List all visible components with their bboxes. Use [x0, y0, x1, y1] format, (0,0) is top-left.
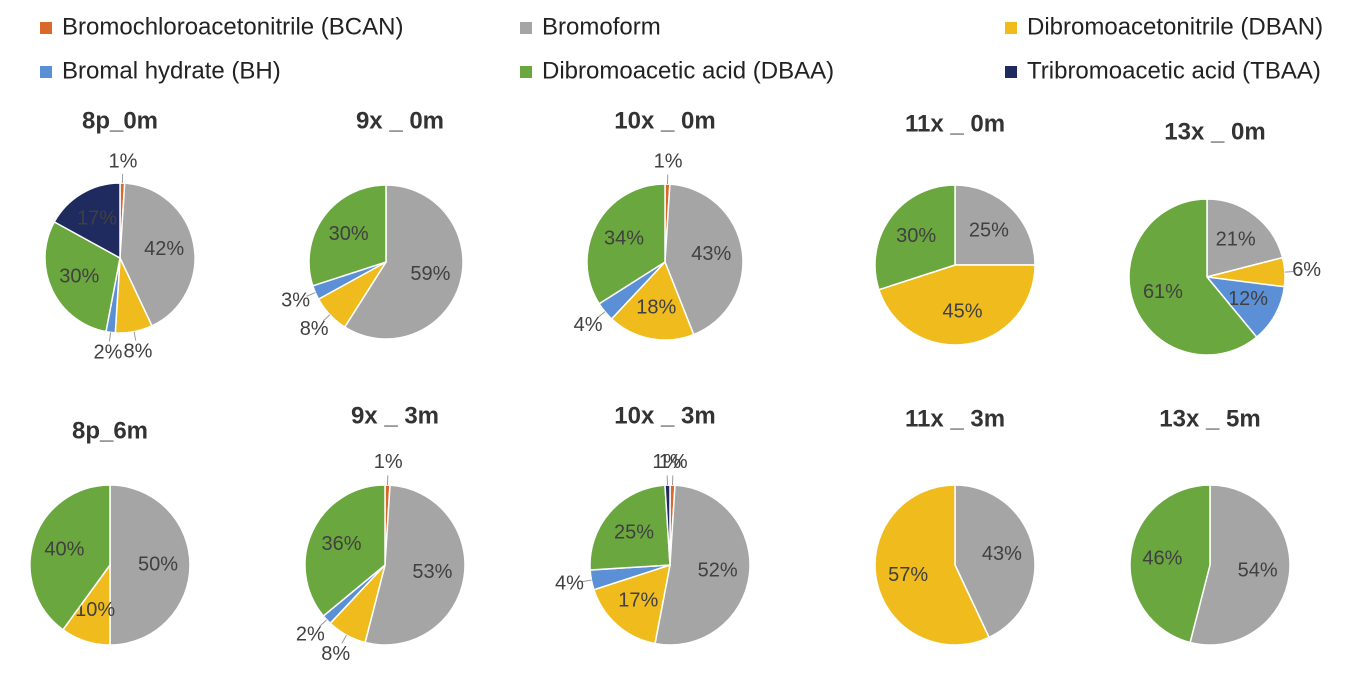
pie-title: 13x _ 5m	[1159, 405, 1260, 432]
data-label: 2%	[94, 342, 123, 364]
data-label: 34%	[604, 228, 644, 250]
legend-swatch	[520, 66, 532, 78]
data-label: 2%	[296, 623, 325, 645]
leader-line	[306, 292, 316, 297]
data-label: 18%	[636, 296, 676, 318]
pie-title: 13x _ 0m	[1164, 118, 1265, 145]
data-label: 54%	[1238, 559, 1278, 581]
pie-slice	[119, 182, 196, 327]
data-label: 59%	[410, 263, 450, 285]
data-label: 61%	[1143, 281, 1183, 303]
leader-line	[341, 634, 347, 644]
data-label: 45%	[942, 301, 982, 323]
legend-label: Bromal hydrate (BH)	[62, 57, 281, 84]
leader-line	[1284, 271, 1295, 273]
leader-line	[597, 311, 606, 319]
pie-title: 10x _ 3m	[614, 402, 715, 429]
data-label: 4%	[574, 314, 603, 336]
data-label: 1%	[109, 150, 138, 172]
pie-slice	[874, 184, 956, 291]
pie-title: 8p_0m	[82, 107, 158, 134]
pie-title: 10x _ 0m	[614, 107, 715, 134]
data-label: 1%	[659, 451, 688, 473]
pie-title: 11x _ 3m	[905, 405, 1005, 432]
data-label: 57%	[888, 564, 928, 586]
pie-slice	[586, 183, 666, 305]
pie-slice	[29, 484, 111, 631]
data-label: 8%	[321, 643, 350, 665]
data-label: 25%	[969, 219, 1009, 241]
legend-swatch	[1005, 22, 1017, 34]
data-label: 10%	[75, 599, 115, 621]
data-label: 43%	[982, 543, 1022, 565]
legend-swatch	[1005, 66, 1017, 78]
pie-slice	[364, 484, 466, 646]
legend-label: Tribromoacetic acid (TBAA)	[1027, 57, 1321, 84]
pie-title: 11x _ 0m	[905, 110, 1005, 137]
pie-slice	[1206, 198, 1284, 278]
legend-swatch	[40, 66, 52, 78]
leader-line	[319, 619, 328, 627]
data-label: 12%	[1228, 288, 1268, 310]
pie-slice	[610, 260, 695, 341]
data-label: 1%	[652, 451, 681, 473]
data-label: 40%	[44, 538, 84, 560]
data-label: 53%	[412, 561, 452, 583]
legend-swatch	[40, 22, 52, 34]
pie-slice	[664, 484, 671, 566]
data-label: 36%	[322, 533, 362, 555]
pie-slice	[109, 484, 191, 646]
pie-slice	[954, 184, 1036, 266]
pie-slice	[308, 184, 387, 287]
pie-slice	[44, 220, 121, 333]
pie-slice	[874, 484, 991, 646]
data-label: 42%	[144, 238, 184, 260]
pie-slice	[53, 182, 121, 260]
data-label: 1%	[654, 150, 683, 172]
data-label: 30%	[896, 225, 936, 247]
legend-label: Bromoform	[542, 13, 661, 40]
pie-title: 9x _ 3m	[351, 402, 439, 429]
leader-line	[581, 579, 592, 583]
data-label: 3%	[281, 289, 310, 311]
data-label: 8%	[300, 318, 329, 340]
pie-slice	[589, 484, 671, 571]
pie-slice	[1128, 198, 1258, 356]
legend-label: Dibromoacetic acid (DBAA)	[542, 57, 834, 84]
legend-label: Dibromoacetonitrile (DBAN)	[1027, 13, 1323, 40]
data-label: 17%	[77, 208, 117, 230]
pie-slice	[343, 184, 464, 340]
data-label: 50%	[138, 553, 178, 575]
data-label: 21%	[1216, 228, 1256, 250]
data-label: 43%	[691, 243, 731, 265]
pie-slice	[304, 484, 386, 618]
data-label: 6%	[1292, 259, 1321, 281]
pie-slice	[877, 264, 1036, 346]
data-label: 30%	[329, 223, 369, 245]
data-label: 17%	[618, 589, 658, 611]
data-label: 25%	[614, 522, 654, 544]
legend-label: Bromochloroacetonitrile (BCAN)	[62, 13, 403, 40]
leader-line	[108, 332, 112, 342]
data-label: 8%	[124, 341, 153, 363]
leader-line	[322, 314, 331, 322]
pie-title: 8p_6m	[72, 417, 148, 444]
pie-title: 9x _ 0m	[356, 107, 444, 134]
pie-slice	[654, 484, 751, 646]
data-label: 46%	[1142, 547, 1182, 569]
pie-slice	[1189, 484, 1291, 646]
pie-slice	[954, 484, 1036, 639]
leader-line	[133, 331, 137, 341]
pie-slice	[592, 563, 671, 645]
data-label: 52%	[698, 559, 738, 581]
legend-swatch	[520, 22, 532, 34]
data-label: 4%	[555, 572, 584, 594]
pie-slice	[664, 183, 744, 336]
pie-slice	[1129, 484, 1211, 644]
data-label: 30%	[59, 265, 99, 287]
data-label: 1%	[374, 451, 403, 473]
